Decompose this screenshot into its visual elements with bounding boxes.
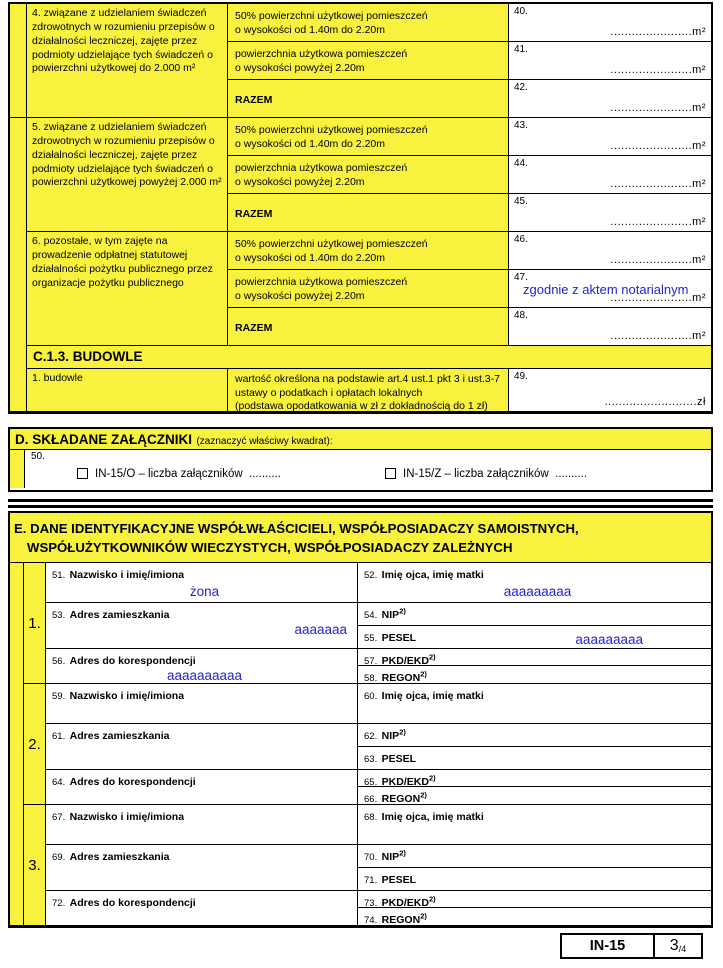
co-owner-row-2: 2. 59. Nazwisko i imię/imiona 60. Imię o… <box>24 684 711 806</box>
field-46[interactable]: 46. .......................m² <box>509 232 711 270</box>
page-footer-box: IN-15 3/4 <box>560 933 703 959</box>
field-56-entry[interactable]: aaaaaaaaaa <box>166 668 243 684</box>
field-51-entry[interactable]: żona <box>189 584 220 600</box>
field-57-pkd[interactable]: 57. PKD/EKD2) <box>358 649 711 667</box>
field-51-name[interactable]: 51. Nazwisko i imię/imiona żona <box>46 563 358 604</box>
section-c13-title: C.1.3. BUDOWLE <box>27 346 711 369</box>
field-60-parents[interactable]: 60. Imię ojca, imię matki <box>358 684 711 725</box>
attachment-count-dots[interactable]: .......... <box>555 468 588 480</box>
budowle-description: wartość określona na podstawie art.4 ust… <box>228 369 509 412</box>
co-owner-index: 3. <box>24 805 46 926</box>
field-74-regon[interactable]: 74. REGON2) <box>364 911 427 927</box>
section-d-attachments: D. SKŁADANE ZAŁĄCZNIKI (zaznaczyć właści… <box>8 427 713 492</box>
field-47[interactable]: 47. zgodnie z aktem notarialnym ........… <box>509 270 711 308</box>
sublabel-razem-5: RAZEM <box>228 194 509 232</box>
category-6-description: 6. pozostałe, w tym zajęte na prowadzeni… <box>27 232 228 346</box>
field-70-nip[interactable]: 70. NIP2) <box>358 845 711 869</box>
form-code: IN-15 <box>562 935 655 957</box>
field-65-pkd[interactable]: 65. PKD/EKD2) <box>358 770 711 788</box>
field-45[interactable]: 45. .......................m² <box>509 194 711 232</box>
field-68-parents[interactable]: 68. Imię ojca, imię matki <box>358 805 711 846</box>
field-59-name[interactable]: 59. Nazwisko i imię/imiona <box>46 684 358 725</box>
page-number: 3/4 <box>669 937 687 954</box>
section-e-strip <box>10 563 24 926</box>
field-52-parents[interactable]: 52. Imię ojca, imię matki aaaaaaaaa <box>358 563 711 604</box>
row-group-strip-5-6 <box>10 118 27 411</box>
field-72-corr-address[interactable]: 72. Adres do korespondencji <box>46 891 358 926</box>
field-53-address[interactable]: 53. Adres zamieszkania aaaaaaa <box>46 603 358 650</box>
field-62-nip[interactable]: 62. NIP2) <box>358 724 711 748</box>
sublabel-half-height-4: 50% powierzchni użytkowej pomieszczeń o w… <box>228 4 509 42</box>
field-55-entry[interactable]: aaaaaaaaa <box>575 632 643 648</box>
sublabel-half-height-6: 50% powierzchni użytkowej pomieszczeń o w… <box>228 232 509 270</box>
field-55-pesel[interactable]: 55. PESEL aaaaaaaaa <box>358 626 711 650</box>
field-73-pkd[interactable]: 73. PKD/EKD2) <box>358 891 711 909</box>
section-d-header: D. SKŁADANE ZAŁĄCZNIKI (zaznaczyć właści… <box>10 429 711 450</box>
field-41[interactable]: 41. .......................m² <box>509 42 711 80</box>
checkbox-in15o[interactable] <box>77 468 88 479</box>
co-owner-row-1: 1. 51. Nazwisko i imię/imiona żona 52. I… <box>24 563 711 685</box>
sublabel-razem-4: RAZEM <box>228 80 509 118</box>
budowle-label: 1. budowle <box>27 369 228 411</box>
sublabel-razem-6: RAZEM <box>228 308 509 346</box>
field-58-regon[interactable]: 58. REGON2) <box>364 669 427 685</box>
field-71-pesel[interactable]: 71. PESEL <box>358 868 711 892</box>
co-owner-row-3: 3. 67. Nazwisko i imię/imiona 68. Imię o… <box>24 805 711 927</box>
section-d-subtitle: (zaznaczyć właściwy kwadrat): <box>196 436 333 447</box>
field-53-entry[interactable]: aaaaaaa <box>294 622 347 638</box>
field-44[interactable]: 44. .......................m² <box>509 156 711 194</box>
co-owner-index: 2. <box>24 684 46 805</box>
section-e-co-owners: E. DANE IDENTYFIKACYJNE WSPÓŁWŁAŚCICIELI… <box>8 511 713 929</box>
category-5-description: 5. związane z udzielaniem świadczeń zdro… <box>27 118 228 232</box>
checkbox-in15z[interactable] <box>385 468 396 479</box>
attachment-option-in15z: IN-15/Z – liczba załączników .......... <box>385 468 587 480</box>
field-52-entry[interactable]: aaaaaaaaa <box>503 584 572 600</box>
field-66-regon[interactable]: 66. REGON2) <box>364 790 427 806</box>
field-40[interactable]: 40. .......................m² <box>509 4 711 42</box>
field-64-corr-address[interactable]: 64. Adres do korespondencji <box>46 770 358 805</box>
co-owner-index: 1. <box>24 563 46 684</box>
field-67-name[interactable]: 67. Nazwisko i imię/imiona <box>46 805 358 846</box>
field-48[interactable]: 48. .......................m² <box>509 308 711 346</box>
row-group-strip-4 <box>10 4 27 118</box>
field-49[interactable]: 49. ..........................zł <box>509 369 711 411</box>
field-69-address[interactable]: 69. Adres zamieszkania <box>46 845 358 892</box>
field-54-nip[interactable]: 54. NIP2) <box>358 603 711 627</box>
sublabel-full-height-5: powierzchnia użytkowa pomieszczeń o wysok… <box>228 156 509 194</box>
field-50: 50. IN-15/O – liczba załączników .......… <box>25 450 711 488</box>
sublabel-full-height-4: powierzchnia użytkowa pomieszczeń o wysok… <box>228 42 509 80</box>
field-61-address[interactable]: 61. Adres zamieszkania <box>46 724 358 771</box>
sublabel-half-height-5: 50% powierzchni użytkowej pomieszczeń o w… <box>228 118 509 156</box>
attachment-option-in15o: IN-15/O – liczba załączników .......... <box>77 468 281 480</box>
section-e-title: E. DANE IDENTYFIKACYJNE WSPÓŁWŁAŚCICIELI… <box>10 513 711 564</box>
sublabel-full-height-6: powierzchnia użytkowa pomieszczeń o wysok… <box>228 270 509 308</box>
section-d-title: D. SKŁADANE ZAŁĄCZNIKI <box>15 432 192 447</box>
attachment-count-dots[interactable]: .......... <box>249 468 281 480</box>
section-d-strip <box>10 450 25 488</box>
property-tax-table: 4. związane z udzielaniem świadczeń zdro… <box>8 2 713 414</box>
field-47-entry[interactable]: zgodnie z aktem notarialnym <box>523 282 689 297</box>
field-43[interactable]: 43. .......................m² <box>509 118 711 156</box>
field-56-corr-address[interactable]: 56. Adres do korespondencji aaaaaaaaaa <box>46 649 358 684</box>
field-42[interactable]: 42. .......................m² <box>509 80 711 118</box>
field-63-pesel[interactable]: 63. PESEL <box>358 747 711 771</box>
section-separator <box>8 499 713 508</box>
category-4-description: 4. związane z udzielaniem świadczeń zdro… <box>27 4 228 118</box>
